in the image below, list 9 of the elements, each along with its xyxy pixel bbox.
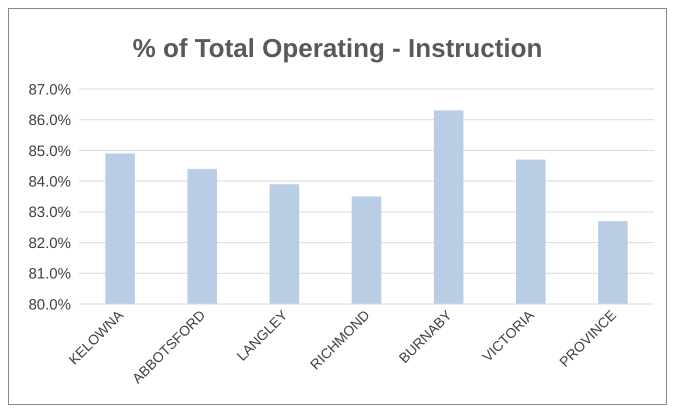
chart-title: % of Total Operating - Instruction: [132, 33, 544, 64]
y-tick-label: 81.0%: [28, 266, 71, 283]
y-tick-label: 87.0%: [28, 81, 71, 98]
y-tick-label: 86.0%: [28, 112, 71, 130]
y-tick-label: 83.0%: [28, 204, 71, 222]
y-tick-label: 84.0%: [28, 173, 71, 190]
y-tick-label: 80.0%: [28, 296, 71, 314]
y-tick-label: 82.0%: [28, 234, 71, 252]
y-tick-label: 85.0%: [28, 142, 71, 160]
